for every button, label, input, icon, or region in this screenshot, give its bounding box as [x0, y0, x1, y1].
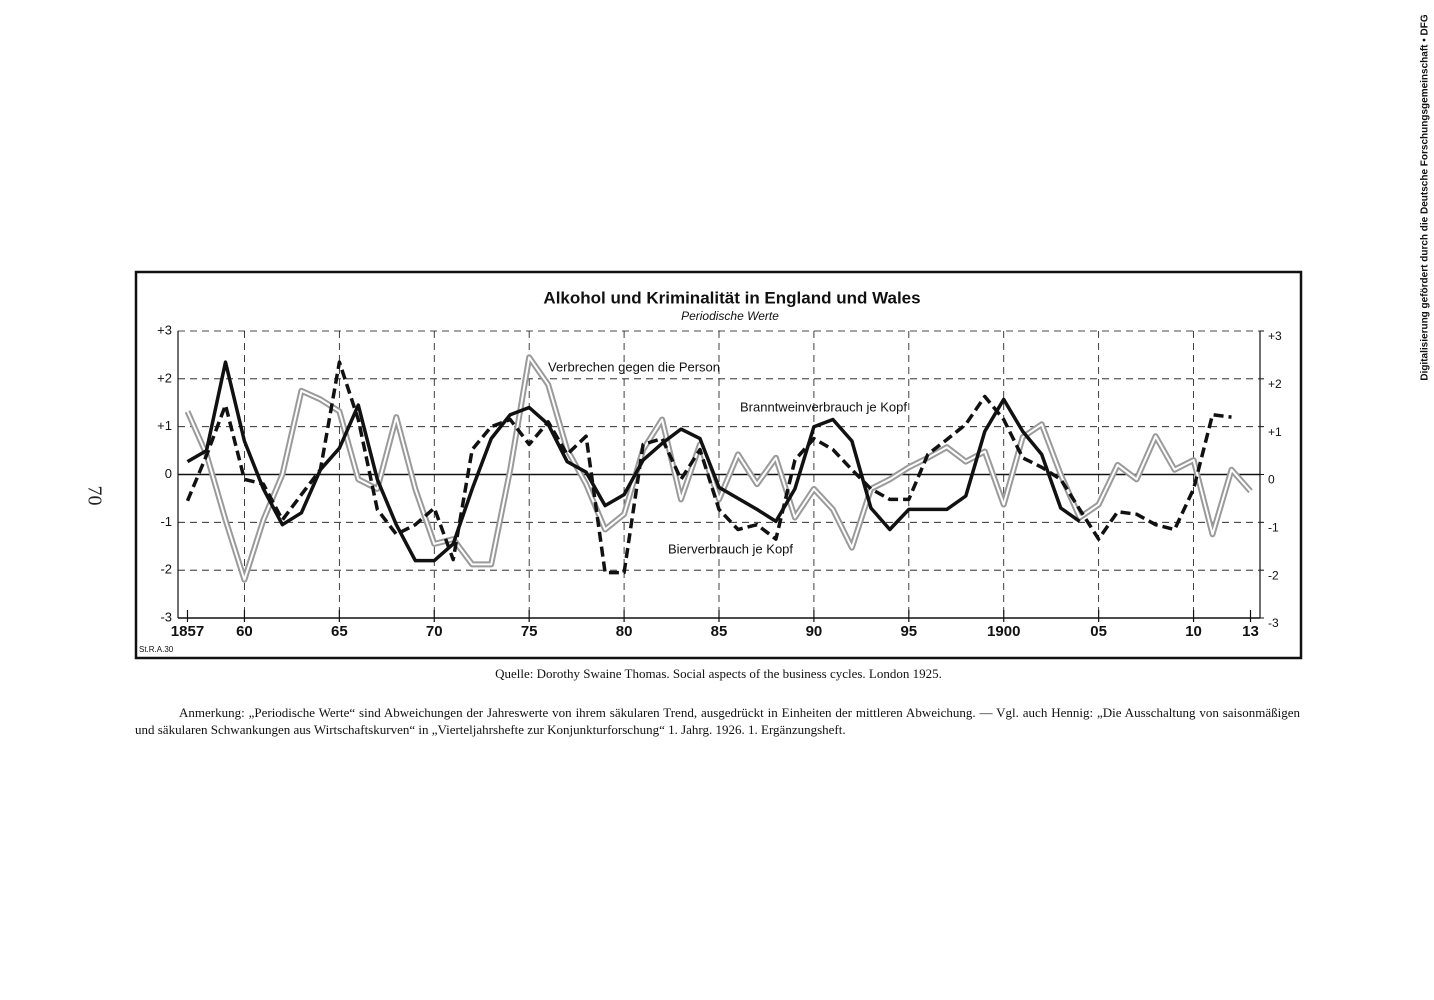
series-line — [185, 360, 1232, 575]
chart-subtitle: Periodische Werte — [681, 309, 779, 323]
x-tick-label: 85 — [711, 623, 728, 640]
y2-tick-label: -2 — [1268, 568, 1279, 582]
y-tick-label: +1 — [157, 418, 172, 433]
sidebar: Digitalisierung gefördert durch die Deut… — [1419, 14, 1431, 381]
x-tick-label: 1857 — [171, 623, 204, 640]
x-tick-label: 13 — [1242, 623, 1259, 640]
source: Quelle: Dorothy Swaine Thomas. Social as… — [495, 666, 942, 681]
y-tick-label: +2 — [157, 370, 172, 385]
x-tick-label: 75 — [521, 623, 538, 640]
y2-tick-label: +2 — [1268, 377, 1282, 391]
y2-tick-label: +1 — [1268, 425, 1282, 439]
x-tick-label: 60 — [236, 623, 253, 640]
x-tick-label: 05 — [1090, 623, 1107, 640]
note: Anmerkung: „Periodische Werte“ sind Abwe… — [135, 705, 1300, 737]
y2-tick-label: +3 — [1268, 329, 1282, 343]
chart-title: Alkohol und Kriminalität in England und … — [543, 288, 920, 307]
y-tick-label: -3 — [160, 609, 172, 624]
series-label: Branntweinverbrauch je Kopf — [740, 399, 907, 414]
x-tick-label: 65 — [331, 623, 348, 640]
x-tick-label: 1900 — [987, 623, 1020, 640]
x-tick-label: 90 — [806, 623, 823, 640]
series-line — [186, 360, 1081, 563]
series-label: Bierverbrauch je Kopf — [668, 541, 793, 556]
x-tick-label: 95 — [900, 623, 917, 640]
x-tick-label: 10 — [1185, 623, 1202, 640]
chart-frame — [134, 270, 1303, 660]
x-tick-label: 80 — [616, 623, 633, 640]
y-tick-label: -1 — [160, 514, 172, 529]
y2-tick-label: -1 — [1268, 521, 1279, 535]
series-label: Verbrechen gegen die Person — [548, 359, 720, 374]
y-tick-label: -2 — [160, 562, 172, 577]
y2-tick-label: 0 — [1268, 473, 1275, 487]
series-line-inner — [186, 356, 1252, 581]
annotation: St.R.A.30 — [139, 645, 174, 654]
y-tick-label: +3 — [157, 322, 172, 337]
y-tick-label: 0 — [165, 466, 172, 481]
page-number: 70 — [83, 485, 106, 506]
y2-tick-label: -3 — [1268, 616, 1279, 630]
x-tick-label: 70 — [426, 623, 443, 640]
